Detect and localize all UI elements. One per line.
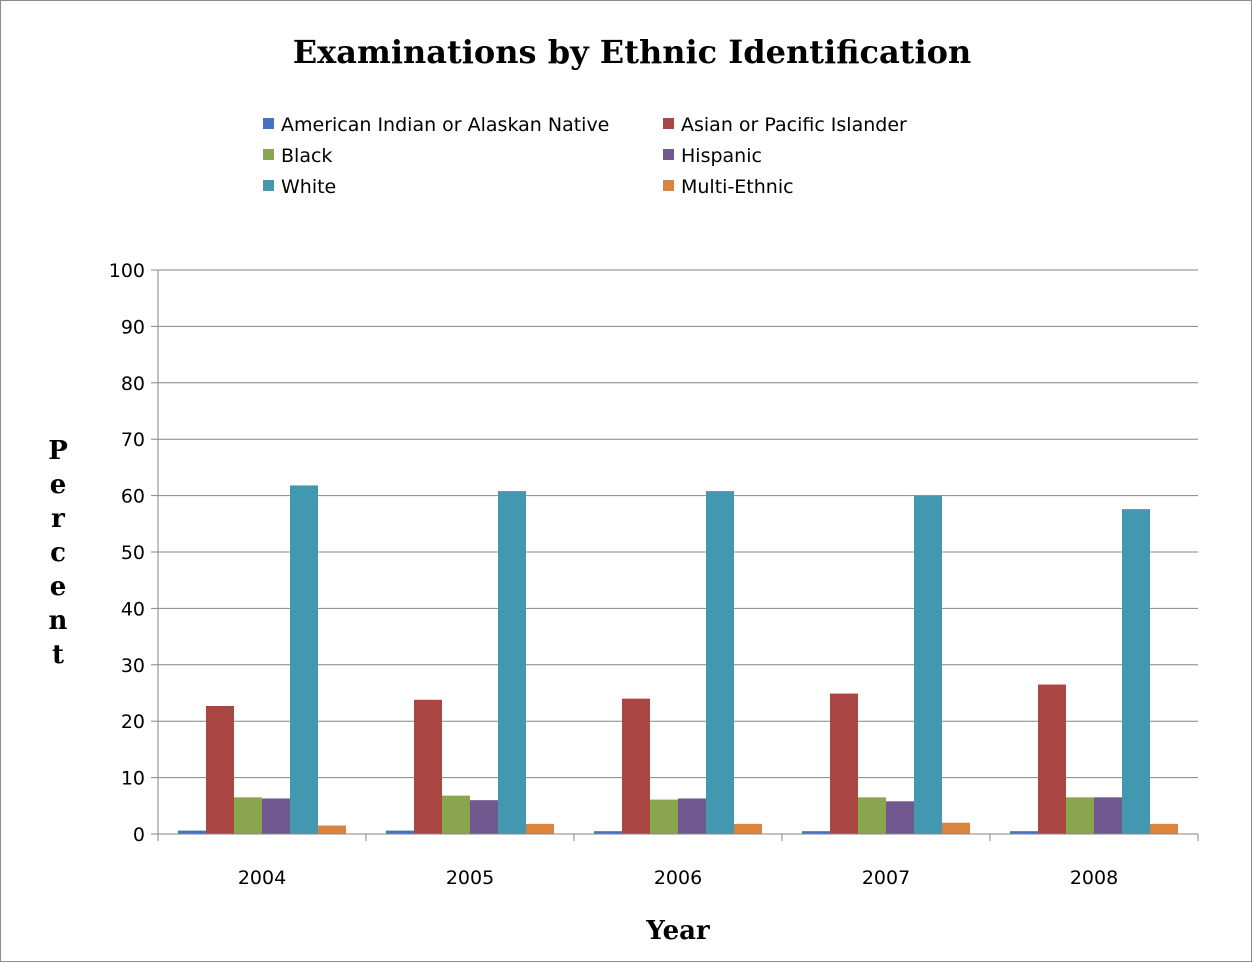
y-tick-label: 90 <box>121 316 145 338</box>
bar-asian-or-pacific-islander-2005 <box>414 699 442 834</box>
y-axis-label-letter: e <box>50 572 67 602</box>
bar-multi-ethnic-2007 <box>942 822 970 834</box>
y-axis-label-letter: c <box>50 538 66 568</box>
legend-label: Hispanic <box>681 145 762 167</box>
bar-multi-ethnic-2006 <box>734 823 762 834</box>
y-tick-label: 70 <box>121 429 145 451</box>
y-axis-label-letter: n <box>49 606 68 636</box>
legend-label: White <box>281 176 336 198</box>
bar-asian-or-pacific-islander-2007 <box>830 693 858 834</box>
bar-multi-ethnic-2005 <box>526 823 554 834</box>
legend-label: Asian or Pacific Islander <box>681 114 907 136</box>
bar-white-2007 <box>914 495 942 834</box>
bar-hispanic-2008 <box>1094 797 1122 834</box>
bar-multi-ethnic-2004 <box>318 825 346 834</box>
legend-swatch <box>663 180 674 191</box>
legend-label: Multi-Ethnic <box>681 176 794 198</box>
x-tick-label: 2004 <box>238 867 286 889</box>
legend-swatch <box>263 180 274 191</box>
x-tick-label: 2006 <box>654 867 702 889</box>
legend-swatch <box>663 118 674 129</box>
y-axis-label-letter: r <box>51 504 65 534</box>
bar-black-2006 <box>650 799 678 834</box>
y-axis-label-letter: P <box>48 436 68 466</box>
bar-hispanic-2005 <box>470 800 498 834</box>
bar-asian-or-pacific-islander-2004 <box>206 705 234 834</box>
bar-white-2008 <box>1122 509 1150 834</box>
legend-label: American Indian or Alaskan Native <box>281 114 609 136</box>
x-tick-labels: 2004 2005 2006 2007 2008 <box>238 867 1118 889</box>
x-axis-label: Year <box>645 916 710 946</box>
y-tick-label: 100 <box>109 260 145 282</box>
chart-title: Examinations by Ethnic Identification <box>293 33 971 71</box>
bar-white-2004 <box>290 485 318 834</box>
legend: American Indian or Alaskan Native Asian o… <box>263 114 907 198</box>
bar-american-indian-or-alaskan-native-2008 <box>1010 831 1038 834</box>
y-tick-label: 10 <box>121 768 145 790</box>
bar-hispanic-2004 <box>262 798 290 834</box>
y-axis-label-letter: e <box>50 470 67 500</box>
y-axis-label-letter: t <box>52 640 64 670</box>
bars <box>178 485 1178 834</box>
y-tick-label: 50 <box>121 542 145 564</box>
y-tick-label: 0 <box>133 824 145 846</box>
bar-black-2004 <box>234 797 262 834</box>
y-tick-label: 30 <box>121 655 145 677</box>
x-tick-label: 2007 <box>862 867 910 889</box>
bar-american-indian-or-alaskan-native-2006 <box>594 831 622 834</box>
legend-swatch <box>263 118 274 129</box>
y-tick-label: 20 <box>121 711 145 733</box>
gridlines <box>158 269 1198 779</box>
bar-black-2008 <box>1066 797 1094 834</box>
legend-label: Black <box>281 145 332 167</box>
axes <box>151 269 1199 841</box>
bar-american-indian-or-alaskan-native-2007 <box>802 831 830 834</box>
bar-black-2007 <box>858 797 886 834</box>
y-tick-label: 80 <box>121 373 145 395</box>
bar-american-indian-or-alaskan-native-2004 <box>178 830 206 834</box>
bar-hispanic-2006 <box>678 798 706 834</box>
legend-swatch <box>663 149 674 160</box>
bar-american-indian-or-alaskan-native-2005 <box>386 830 414 834</box>
bar-multi-ethnic-2008 <box>1150 823 1178 834</box>
x-tick-label: 2008 <box>1070 867 1118 889</box>
bar-asian-or-pacific-islander-2006 <box>622 698 650 834</box>
bar-black-2005 <box>442 795 470 834</box>
bar-white-2006 <box>706 491 734 834</box>
x-tick-label: 2005 <box>446 867 494 889</box>
bar-asian-or-pacific-islander-2008 <box>1038 684 1066 834</box>
y-tick-label: 40 <box>121 598 145 620</box>
bar-white-2005 <box>498 491 526 834</box>
y-tick-labels: 0 10 20 30 40 50 60 70 80 90 100 <box>109 260 145 846</box>
y-tick-label: 60 <box>121 486 145 508</box>
bar-hispanic-2007 <box>886 801 914 834</box>
legend-swatch <box>263 149 274 160</box>
